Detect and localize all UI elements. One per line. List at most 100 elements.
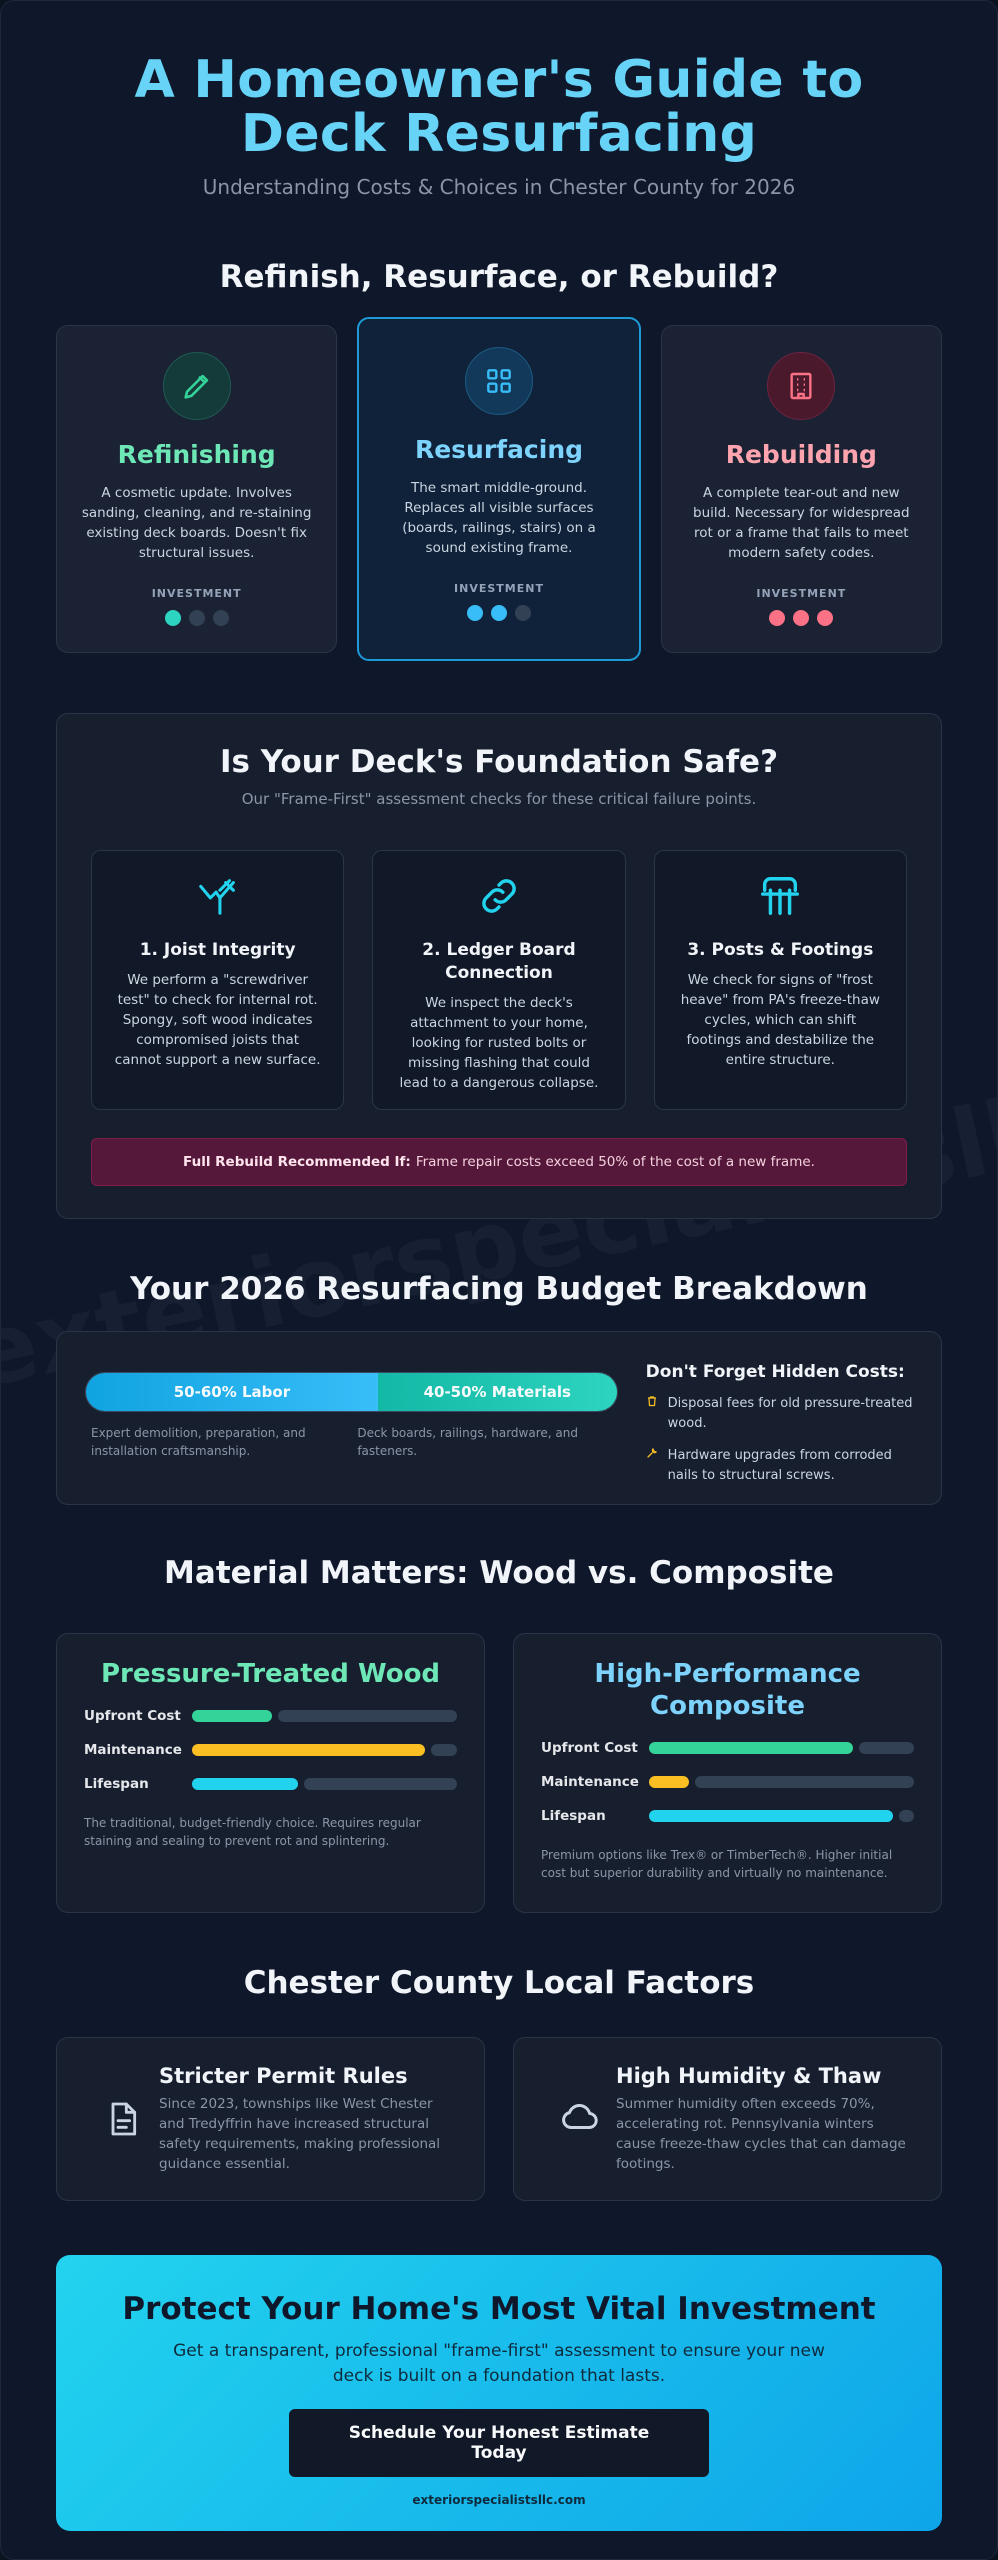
investment-dot — [793, 610, 810, 626]
metric-bar — [192, 1744, 457, 1756]
cta-section: Protect Your Home's Most Vital Investmen… — [56, 2255, 942, 2531]
schedule-estimate-button[interactable]: Schedule Your Honest Estimate Today — [289, 2409, 709, 2477]
option-card-resurfacing: Resurfacing The smart middle-ground. Rep… — [357, 317, 641, 661]
investment-label: INVESTMENT — [454, 582, 544, 595]
alert-text: Frame repair costs exceed 50% of the cos… — [415, 1154, 815, 1170]
trash-icon — [646, 1394, 658, 1434]
hidden-cost-text: Hardware upgrades from corroded nails to… — [667, 1448, 892, 1483]
budget-bar: 50-60% Labor 40-50% Materials — [85, 1372, 618, 1412]
hidden-cost-item: Hardware upgrades from corroded nails to… — [646, 1446, 913, 1486]
material-card-wood: Pressure-Treated Wood Upfront Cost Maint… — [56, 1633, 485, 1913]
metric-track — [431, 1744, 457, 1756]
local-body: High Humidity & Thaw Summer humidity oft… — [616, 2064, 913, 2200]
hidden-cost-item: Disposal fees for old pressure-treated w… — [646, 1394, 913, 1434]
investment-dot — [212, 610, 229, 626]
metric-fill — [649, 1776, 689, 1788]
foundation-section: Is Your Deck's Foundation Safe? Our "Fra… — [56, 713, 942, 1219]
page-subtitle: Understanding Costs & Choices in Chester… — [202, 175, 796, 199]
investment-dot — [466, 605, 483, 621]
tools-icon — [193, 879, 243, 923]
local-card-title: High Humidity & Thaw — [616, 2064, 882, 2088]
materials-row: Pressure-Treated Wood Upfront Cost Maint… — [56, 1633, 942, 1913]
investment-dot — [769, 610, 786, 626]
metric-label: Lifespan — [541, 1808, 606, 1824]
cta-text: Get a transparent, professional "frame-f… — [173, 2341, 825, 2386]
page-title: A Homeowner's Guide to Deck Resurfacing — [134, 50, 864, 164]
posts-icon — [755, 877, 805, 923]
metric-label: Maintenance — [541, 1774, 639, 1790]
check-card: 1. Joist Integrity We perform a "screwdr… — [91, 850, 345, 1110]
investment-dot — [188, 610, 205, 626]
rebuild-alert: Full Rebuild Recommended If: Frame repai… — [91, 1138, 907, 1186]
option-name: Resurfacing — [414, 435, 584, 464]
metric-bar — [192, 1710, 457, 1722]
check-desc: We inspect the deck's attachment to your… — [399, 995, 599, 1091]
metric-fill — [649, 1742, 854, 1754]
investment-dots — [57, 610, 336, 626]
options-row: Refinishing A cosmetic update. Involves … — [56, 317, 942, 661]
local-card-desc: Since 2023, townships like West Chester … — [159, 2096, 441, 2172]
material-name: Pressure-Treated Wood — [100, 1659, 441, 1689]
metric-row: Upfront Cost — [541, 1740, 914, 1756]
check-card: 3. Posts & Footings We check for signs o… — [653, 850, 907, 1110]
checks-row: 1. Joist Integrity We perform a "screwdr… — [91, 850, 907, 1110]
check-title: 1. Joist Integrity — [139, 940, 296, 960]
metric-track — [277, 1710, 457, 1722]
local-row: Stricter Permit Rules Since 2023, townsh… — [56, 2037, 942, 2201]
check-title: 2. Ledger Board Connection — [422, 940, 576, 983]
materials-note: Deck boards, railings, hardware, and fas… — [357, 1426, 578, 1458]
metric-bar — [192, 1778, 457, 1790]
check-card: 2. Ledger Board Connection We inspect th… — [372, 850, 626, 1110]
local-card-title: Stricter Permit Rules — [159, 2064, 408, 2088]
local-body: Stricter Permit Rules Since 2023, townsh… — [159, 2064, 456, 2200]
metric-row: Maintenance — [541, 1774, 914, 1790]
hero: A Homeowner's Guide to Deck Resurfacing … — [56, 1, 942, 199]
labor-note: Expert demolition, preparation, and inst… — [91, 1426, 306, 1458]
metric-row: Lifespan — [541, 1808, 914, 1824]
metric-row: Lifespan — [84, 1776, 457, 1792]
foundation-subtitle: Our "Frame-First" assessment checks for … — [241, 790, 757, 808]
document-icon — [87, 2064, 159, 2200]
grid-icon — [464, 347, 533, 415]
metric-list: Upfront Cost Maintenance Lifespan — [541, 1740, 914, 1824]
cloud-icon — [544, 2064, 616, 2200]
investment-dot — [514, 605, 531, 621]
investment-dots — [662, 610, 941, 626]
cta-title: Protect Your Home's Most Vital Investmen… — [122, 2291, 876, 2327]
metric-track — [859, 1742, 914, 1754]
investment-dot — [164, 610, 181, 626]
options-title: Refinish, Resurface, or Rebuild? — [219, 259, 779, 295]
option-card-rebuilding: Rebuilding A complete tear-out and new b… — [660, 325, 942, 653]
materials-segment: 40-50% Materials — [377, 1373, 617, 1411]
foundation-title: Is Your Deck's Foundation Safe? — [219, 744, 779, 780]
option-desc: A cosmetic update. Involves sanding, cle… — [81, 485, 312, 561]
option-desc: The smart middle-ground. Replaces all vi… — [402, 480, 596, 556]
hidden-costs: Don't Forget Hidden Costs: Disposal fees… — [646, 1362, 913, 1504]
investment-label: INVESTMENT — [151, 587, 242, 600]
budget-section: 50-60% Labor 40-50% Materials Expert dem… — [56, 1331, 942, 1505]
budget-title: Your 2026 Resurfacing Budget Breakdown — [130, 1271, 868, 1307]
metric-label: Maintenance — [84, 1742, 182, 1758]
option-name: Refinishing — [117, 440, 276, 469]
local-card-desc: Summer humidity often exceeds 70%, accel… — [616, 2096, 906, 2172]
investment-dot — [817, 610, 834, 626]
investment-dot — [490, 605, 507, 621]
metric-track — [304, 1778, 457, 1790]
metric-row: Upfront Cost — [84, 1708, 457, 1724]
metric-fill — [192, 1744, 426, 1756]
metric-row: Maintenance — [84, 1742, 457, 1758]
local-card-humidity: High Humidity & Thaw Summer humidity oft… — [513, 2037, 942, 2201]
alert-bold: Full Rebuild Recommended If: — [183, 1154, 411, 1170]
hidden-cost-text: Disposal fees for old pressure-treated w… — [667, 1396, 913, 1431]
link-icon — [474, 879, 524, 923]
material-note: The traditional, budget-friendly choice.… — [84, 1816, 421, 1848]
budget-bar-area: 50-60% Labor 40-50% Materials Expert dem… — [85, 1372, 618, 1504]
metric-fill — [649, 1810, 893, 1822]
metric-label: Upfront Cost — [541, 1740, 638, 1756]
metric-fill — [192, 1778, 298, 1790]
building-icon — [767, 352, 836, 420]
material-card-composite: High-Performance Composite Upfront Cost … — [513, 1633, 942, 1913]
website-link[interactable]: exteriorspecialistsllc.com — [412, 2493, 586, 2507]
wrench-icon — [646, 1446, 658, 1486]
pencil-icon — [162, 352, 231, 420]
